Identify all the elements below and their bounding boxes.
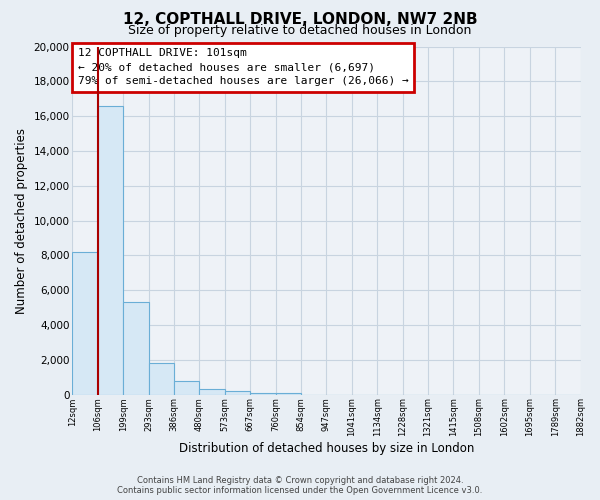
Text: Contains HM Land Registry data © Crown copyright and database right 2024.
Contai: Contains HM Land Registry data © Crown c… — [118, 476, 482, 495]
Bar — [199, 390, 225, 394]
Bar — [250, 393, 275, 394]
Bar — [174, 382, 199, 394]
Bar — [123, 302, 149, 394]
Text: 12, COPTHALL DRIVE, LONDON, NW7 2NB: 12, COPTHALL DRIVE, LONDON, NW7 2NB — [122, 12, 478, 28]
X-axis label: Distribution of detached houses by size in London: Distribution of detached houses by size … — [179, 442, 474, 455]
Bar — [73, 252, 98, 394]
Bar — [225, 391, 250, 394]
Y-axis label: Number of detached properties: Number of detached properties — [15, 128, 28, 314]
Text: 12 COPTHALL DRIVE: 101sqm
← 20% of detached houses are smaller (6,697)
79% of se: 12 COPTHALL DRIVE: 101sqm ← 20% of detac… — [77, 48, 408, 86]
Bar — [149, 363, 174, 394]
Text: Size of property relative to detached houses in London: Size of property relative to detached ho… — [128, 24, 472, 37]
Bar — [275, 393, 301, 394]
Bar — [98, 106, 123, 395]
